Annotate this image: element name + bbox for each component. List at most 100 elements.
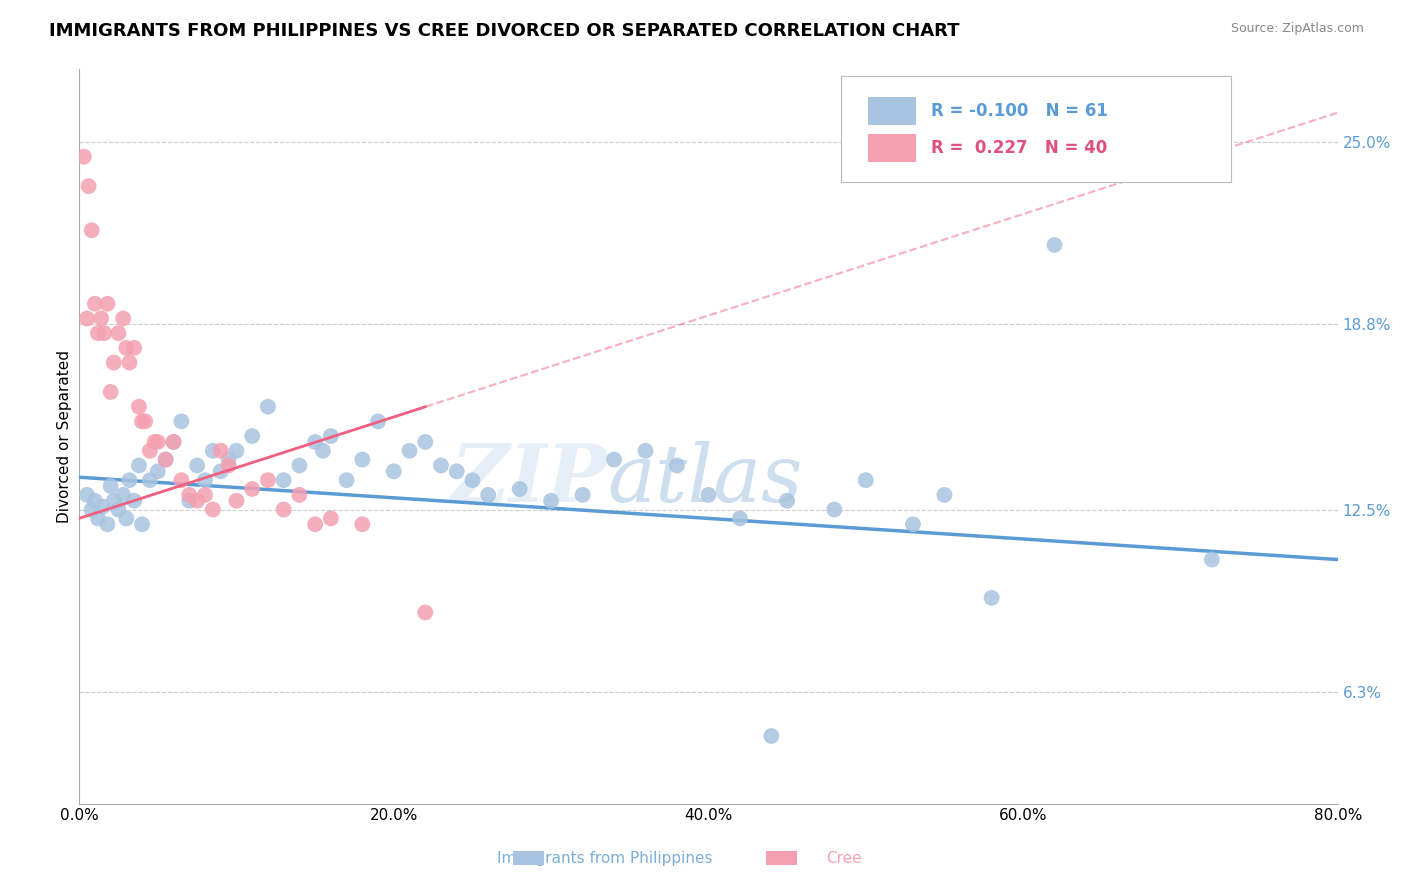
Point <box>240 429 263 443</box>
Point <box>901 517 924 532</box>
Point <box>319 429 342 443</box>
Point <box>83 297 105 311</box>
Point <box>83 493 105 508</box>
Point <box>170 414 193 428</box>
Point <box>139 473 162 487</box>
Point <box>665 458 688 473</box>
Point <box>209 443 232 458</box>
Point <box>162 434 184 449</box>
Point <box>131 517 153 532</box>
Text: atlas: atlas <box>607 442 803 519</box>
Point <box>118 355 141 369</box>
Point <box>128 400 150 414</box>
Point <box>146 434 169 449</box>
Point <box>312 443 335 458</box>
Point <box>603 452 626 467</box>
Point <box>697 488 720 502</box>
Text: Source: ZipAtlas.com: Source: ZipAtlas.com <box>1230 22 1364 36</box>
Point <box>430 458 453 473</box>
Point <box>257 400 280 414</box>
Point <box>352 452 374 467</box>
Point <box>934 488 956 502</box>
Point <box>201 502 224 516</box>
Point <box>218 452 240 467</box>
Point <box>257 473 280 487</box>
Point <box>128 458 150 473</box>
Text: Cree: Cree <box>825 851 862 865</box>
Point <box>155 452 177 467</box>
Text: Immigrants from Philippines: Immigrants from Philippines <box>496 851 713 865</box>
Point <box>146 464 169 478</box>
Point <box>240 482 263 496</box>
Point <box>100 384 122 399</box>
Point <box>319 511 342 525</box>
Point <box>162 434 184 449</box>
Point <box>540 493 562 508</box>
Point <box>80 502 103 516</box>
Point <box>118 473 141 487</box>
Point <box>201 443 224 458</box>
Text: ZIP: ZIP <box>451 442 607 519</box>
Point <box>96 297 118 311</box>
Point <box>1201 552 1223 566</box>
Point <box>1043 238 1066 252</box>
Point <box>446 464 468 478</box>
Point <box>304 517 326 532</box>
Point <box>87 511 110 525</box>
Point <box>77 179 100 194</box>
Point <box>93 326 115 340</box>
Point <box>155 452 177 467</box>
Point <box>179 488 201 502</box>
Point <box>76 488 98 502</box>
Point <box>170 473 193 487</box>
Point <box>112 488 135 502</box>
Point <box>461 473 484 487</box>
Point <box>477 488 499 502</box>
Point <box>107 326 129 340</box>
Point <box>634 443 657 458</box>
Point <box>100 479 122 493</box>
Point <box>134 414 156 428</box>
Point <box>273 473 295 487</box>
Point <box>209 464 232 478</box>
Text: R = -0.100   N = 61: R = -0.100 N = 61 <box>931 103 1108 120</box>
Point <box>131 414 153 428</box>
Text: IMMIGRANTS FROM PHILIPPINES VS CREE DIVORCED OR SEPARATED CORRELATION CHART: IMMIGRANTS FROM PHILIPPINES VS CREE DIVO… <box>49 22 960 40</box>
Point <box>336 473 359 487</box>
Point <box>218 458 240 473</box>
Point <box>112 311 135 326</box>
Text: R =  0.227   N = 40: R = 0.227 N = 40 <box>931 139 1108 157</box>
Point <box>107 502 129 516</box>
Point <box>288 458 311 473</box>
Point <box>186 458 208 473</box>
Point <box>776 493 799 508</box>
Point <box>115 341 138 355</box>
Point <box>509 482 531 496</box>
Point <box>980 591 1002 605</box>
Point <box>91 500 114 514</box>
Point <box>273 502 295 516</box>
Point <box>115 511 138 525</box>
Point <box>122 341 145 355</box>
Point <box>352 517 374 532</box>
Point <box>139 443 162 458</box>
Point <box>855 473 877 487</box>
FancyBboxPatch shape <box>841 76 1230 183</box>
Point <box>122 493 145 508</box>
Point <box>194 473 217 487</box>
FancyBboxPatch shape <box>869 134 917 161</box>
Point <box>367 414 389 428</box>
Point <box>225 443 247 458</box>
Point <box>73 150 96 164</box>
Point <box>413 434 436 449</box>
Point <box>186 493 208 508</box>
Point <box>728 511 751 525</box>
Point <box>87 326 110 340</box>
Point <box>413 606 436 620</box>
Point <box>90 311 112 326</box>
Point <box>761 729 783 743</box>
Point <box>194 488 217 502</box>
Point <box>571 488 593 502</box>
Point <box>225 493 247 508</box>
FancyBboxPatch shape <box>869 97 917 125</box>
